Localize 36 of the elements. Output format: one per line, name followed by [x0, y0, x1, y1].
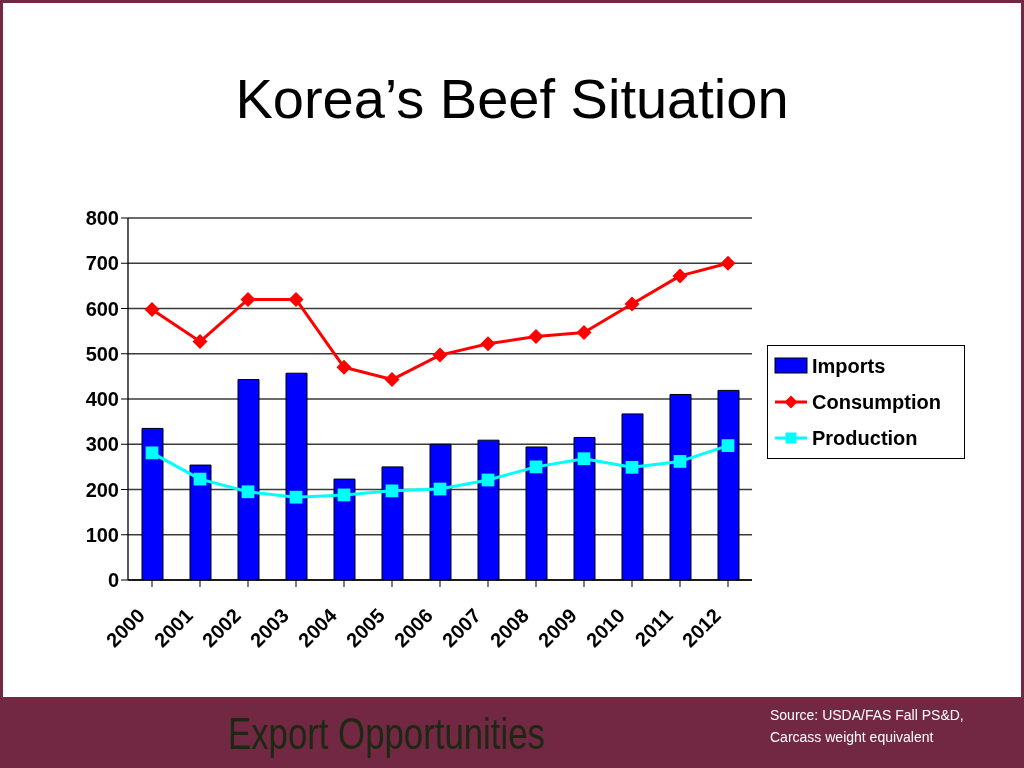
y-tick-label: 500 [85, 342, 119, 365]
point [673, 455, 687, 468]
point [289, 490, 303, 504]
point [192, 334, 208, 350]
y-tick-label: 200 [85, 478, 119, 501]
y-tick-label: 700 [85, 252, 119, 275]
point [528, 329, 544, 345]
legend-label: Imports [812, 354, 886, 378]
y-tick-label: 400 [85, 388, 119, 411]
point [144, 301, 160, 317]
point [624, 296, 640, 312]
point [145, 446, 159, 460]
point [288, 291, 304, 307]
point [720, 255, 736, 271]
point [480, 336, 496, 352]
source-note: Source: USDA/FAS Fall PS&D, Carcass weight equivalent [770, 706, 965, 747]
y-tick-label: 600 [85, 297, 119, 320]
point [385, 484, 399, 498]
point [432, 347, 448, 363]
point [721, 439, 735, 452]
point [577, 452, 591, 466]
y-tick-label: 0 [107, 569, 119, 592]
point [625, 460, 639, 474]
legend-label: Consumption [812, 390, 941, 414]
chart-title: Korea’s Beef Situation [234, 66, 790, 132]
y-tick-label: 100 [85, 523, 119, 546]
point [672, 268, 688, 284]
y-tick-label: 800 [85, 207, 119, 230]
point [576, 324, 592, 340]
y-tick-label: 300 [85, 433, 119, 456]
legend-label: Production [812, 426, 918, 450]
point [384, 372, 400, 388]
point [240, 291, 256, 307]
point [241, 485, 255, 499]
point [336, 359, 352, 375]
text: Export Opportunities [228, 709, 545, 758]
